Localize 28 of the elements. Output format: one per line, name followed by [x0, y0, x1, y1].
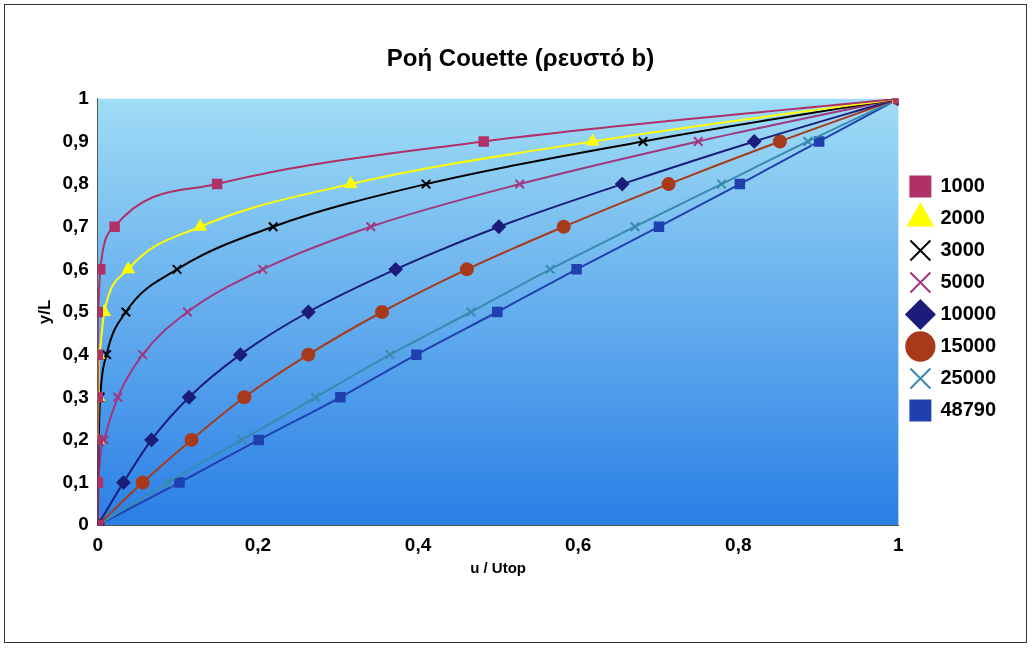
y-tick-label: 0 [78, 513, 89, 535]
x-tick-label: 1 [893, 533, 905, 555]
legend-label: 3000 [940, 238, 985, 261]
legend-label: 25000 [940, 366, 997, 389]
legend-label: 48790 [940, 398, 997, 421]
y-tick-label: 0,3 [62, 385, 89, 407]
x-tick-label: 0,8 [725, 533, 752, 555]
y-tick-label: 0,8 [62, 172, 89, 194]
y-tick-label: 1 [78, 87, 90, 109]
legend-label: 15000 [940, 334, 997, 357]
y-tick-label: 0,5 [62, 300, 90, 322]
x-tick-label: 0,6 [564, 533, 592, 555]
y-tick-label: 0,1 [62, 470, 90, 492]
y-axis-title: y/L [34, 299, 54, 325]
y-tick-label: 0,6 [62, 257, 89, 279]
x-tick-label: 0,4 [404, 533, 432, 555]
x-axis-title: u / Utop [470, 559, 527, 577]
x-tick-label: 0,2 [244, 533, 272, 555]
y-tick-label: 0,4 [62, 342, 90, 364]
legend-label: 1000 [940, 174, 985, 197]
legend-label: 2000 [940, 206, 985, 229]
legend-label: 10000 [940, 302, 997, 325]
chart-title: Ροή Couette (ρευστό b) [386, 44, 655, 72]
y-tick-label: 0,2 [62, 428, 89, 450]
y-tick-label: 0,9 [62, 129, 89, 151]
legend-label: 5000 [940, 270, 985, 293]
x-tick-label: 0 [92, 533, 104, 555]
y-tick-label: 0,7 [62, 214, 89, 236]
